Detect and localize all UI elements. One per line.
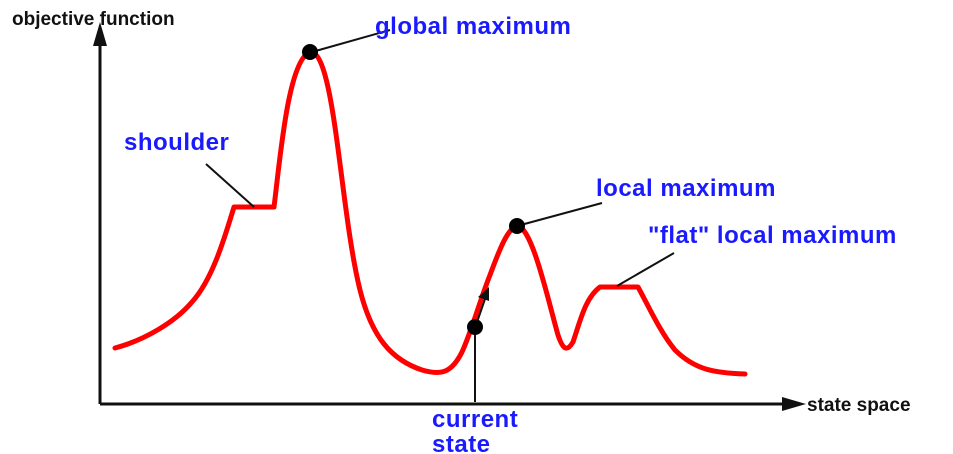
flat-local-maximum-label: "flat" local maximum [648, 222, 897, 249]
current-state-label-line1: current [432, 406, 518, 433]
global-maximum-leader [311, 29, 391, 53]
flat-local-maximum-leader [616, 252, 675, 287]
y-axis-label: objective function [12, 9, 175, 30]
current-state-label-line2: state [432, 431, 491, 454]
shoulder-leader [205, 163, 255, 208]
global-maximum-label: global maximum [375, 13, 571, 40]
y-axis-arrowhead [93, 22, 107, 46]
ascent-direction-arrowhead [478, 287, 489, 301]
local-maximum-point [509, 218, 525, 234]
local-maximum-label: local maximum [596, 175, 776, 202]
shoulder-label: shoulder [124, 129, 229, 156]
global-maximum-point [302, 44, 318, 60]
current-state-point [467, 319, 483, 335]
objective-function-curve [112, 49, 748, 377]
x-axis-label: state space [807, 395, 911, 416]
local-maximum-leader [516, 202, 603, 227]
x-axis-arrowhead [782, 397, 806, 411]
